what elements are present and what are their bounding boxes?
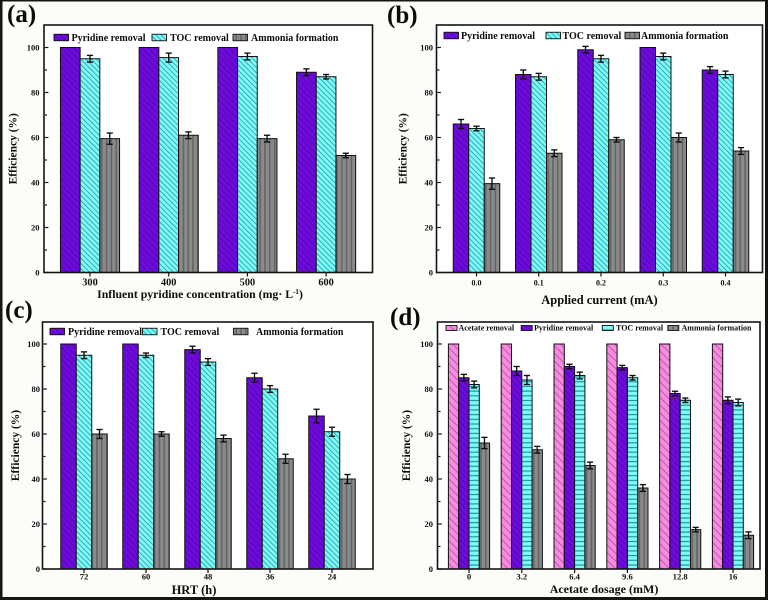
svg-text:300: 300 [82, 278, 97, 289]
svg-text:Influent pyridine concentratio: Influent pyridine concentration (mg· L-1… [97, 287, 303, 301]
svg-text:Ammonia formation: Ammonia formation [682, 324, 753, 333]
svg-text:0.3: 0.3 [658, 279, 668, 288]
svg-text:3.2: 3.2 [516, 572, 527, 582]
svg-text:Pyridine removal: Pyridine removal [72, 33, 146, 44]
svg-text:(d): (d) [390, 304, 421, 331]
svg-text:20: 20 [32, 519, 41, 529]
svg-text:100: 100 [420, 339, 433, 349]
svg-text:48: 48 [204, 572, 213, 582]
svg-text:TOC removal: TOC removal [170, 33, 229, 44]
svg-text:0: 0 [467, 572, 471, 582]
svg-text:60: 60 [425, 429, 434, 439]
svg-text:100: 100 [27, 339, 40, 349]
svg-text:TOC removal: TOC removal [563, 31, 622, 42]
svg-text:40: 40 [425, 474, 434, 484]
svg-text:Efficiency (%): Efficiency (%) [8, 113, 20, 184]
svg-text:0.2: 0.2 [596, 279, 606, 288]
svg-text:80: 80 [31, 88, 40, 98]
svg-text:60: 60 [425, 133, 434, 143]
svg-text:60: 60 [32, 429, 41, 439]
svg-text:40: 40 [32, 474, 41, 484]
svg-text:TOC removal: TOC removal [616, 324, 664, 333]
svg-text:Efficiency (%): Efficiency (%) [10, 410, 22, 481]
svg-text:500: 500 [240, 278, 255, 289]
svg-text:Pyridine removal: Pyridine removal [461, 31, 535, 42]
svg-text:(a): (a) [7, 1, 36, 28]
svg-text:80: 80 [425, 88, 434, 98]
svg-text:Acetate dosage (mM): Acetate dosage (mM) [550, 582, 659, 596]
svg-text:0: 0 [429, 564, 433, 574]
svg-text:40: 40 [425, 178, 434, 188]
svg-text:20: 20 [31, 223, 40, 233]
svg-text:12.8: 12.8 [673, 572, 689, 582]
svg-text:0.0: 0.0 [472, 279, 482, 288]
svg-text:9.6: 9.6 [622, 572, 633, 582]
svg-text:(c): (c) [5, 297, 33, 324]
svg-text:0: 0 [36, 564, 40, 574]
svg-text:Ammonia formation: Ammonia formation [256, 327, 344, 338]
svg-text:60: 60 [31, 133, 40, 143]
svg-text:40: 40 [31, 178, 40, 188]
svg-text:60: 60 [142, 572, 151, 582]
svg-text:0: 0 [35, 268, 39, 278]
svg-text:72: 72 [80, 572, 89, 582]
svg-text:Efficiency (%): Efficiency (%) [398, 113, 410, 184]
svg-text:400: 400 [161, 278, 176, 289]
svg-text:Pyridine removal: Pyridine removal [68, 327, 142, 338]
svg-text:HRT (h): HRT (h) [172, 583, 217, 597]
svg-text:0.4: 0.4 [721, 279, 731, 288]
svg-text:0.1: 0.1 [534, 279, 544, 288]
svg-text:16: 16 [729, 572, 738, 582]
svg-text:100: 100 [420, 43, 433, 53]
svg-text:Ammonia formation: Ammonia formation [251, 33, 339, 44]
svg-text:0: 0 [429, 268, 433, 278]
svg-text:Pyridine removal: Pyridine removal [534, 324, 594, 333]
svg-text:6.4: 6.4 [569, 572, 580, 582]
svg-text:80: 80 [32, 384, 41, 394]
svg-text:TOC removal: TOC removal [161, 327, 220, 338]
svg-text:Ammonia formation: Ammonia formation [641, 31, 729, 42]
svg-text:100: 100 [27, 43, 40, 53]
svg-text:20: 20 [425, 223, 434, 233]
svg-text:Applied current (mA): Applied current (mA) [541, 293, 657, 307]
svg-text:20: 20 [425, 519, 434, 529]
svg-text:24: 24 [328, 572, 337, 582]
svg-text:(b): (b) [387, 2, 418, 29]
svg-text:36: 36 [266, 572, 275, 582]
svg-text:Efficiency (%): Efficiency (%) [401, 410, 413, 481]
svg-text:600: 600 [318, 278, 333, 289]
svg-text:80: 80 [425, 384, 434, 394]
svg-text:Acetate removal: Acetate removal [459, 324, 515, 333]
